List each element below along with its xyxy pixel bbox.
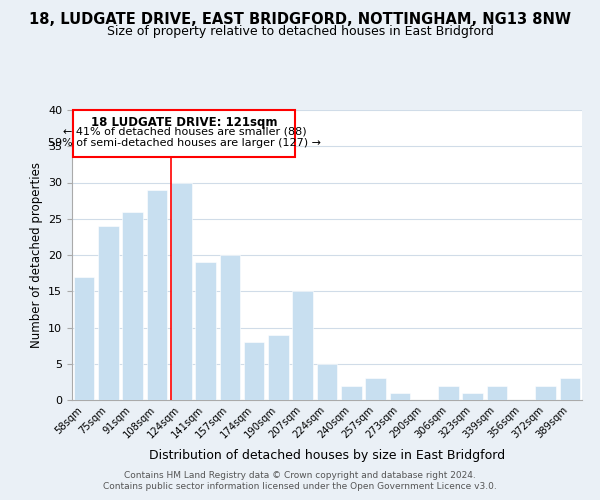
- Bar: [317, 364, 337, 400]
- Bar: [438, 386, 459, 400]
- Text: Contains public sector information licensed under the Open Government Licence v3: Contains public sector information licen…: [103, 482, 497, 491]
- Text: 18 LUDGATE DRIVE: 121sqm: 18 LUDGATE DRIVE: 121sqm: [91, 116, 278, 129]
- Bar: [341, 386, 362, 400]
- Bar: [171, 182, 191, 400]
- Bar: [98, 226, 119, 400]
- Y-axis label: Number of detached properties: Number of detached properties: [29, 162, 43, 348]
- Bar: [74, 277, 94, 400]
- Text: Size of property relative to detached houses in East Bridgford: Size of property relative to detached ho…: [107, 25, 493, 38]
- Bar: [560, 378, 580, 400]
- Bar: [365, 378, 386, 400]
- Text: Contains HM Land Registry data © Crown copyright and database right 2024.: Contains HM Land Registry data © Crown c…: [124, 471, 476, 480]
- Bar: [244, 342, 265, 400]
- Bar: [195, 262, 216, 400]
- FancyBboxPatch shape: [73, 110, 295, 157]
- Bar: [146, 190, 167, 400]
- Bar: [268, 335, 289, 400]
- Text: 59% of semi-detached houses are larger (127) →: 59% of semi-detached houses are larger (…: [48, 138, 321, 147]
- Text: ← 41% of detached houses are smaller (88): ← 41% of detached houses are smaller (88…: [62, 126, 306, 136]
- Bar: [220, 255, 240, 400]
- Bar: [292, 291, 313, 400]
- Bar: [122, 212, 143, 400]
- X-axis label: Distribution of detached houses by size in East Bridgford: Distribution of detached houses by size …: [149, 449, 505, 462]
- Bar: [389, 393, 410, 400]
- Bar: [487, 386, 508, 400]
- Text: 18, LUDGATE DRIVE, EAST BRIDGFORD, NOTTINGHAM, NG13 8NW: 18, LUDGATE DRIVE, EAST BRIDGFORD, NOTTI…: [29, 12, 571, 28]
- Bar: [463, 393, 483, 400]
- Bar: [535, 386, 556, 400]
